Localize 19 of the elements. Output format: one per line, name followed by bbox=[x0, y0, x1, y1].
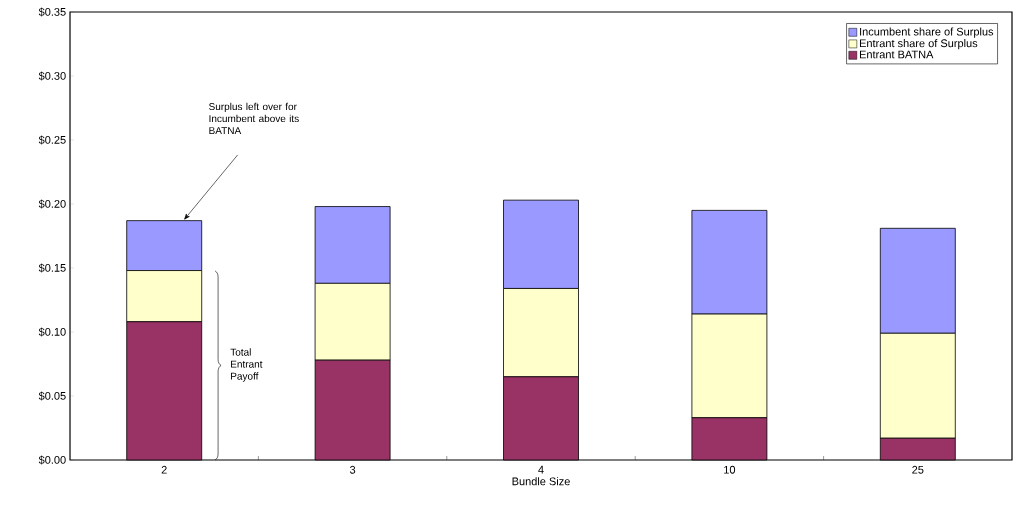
y-tick-label: $0.30 bbox=[38, 71, 66, 81]
legend-label: Entrant BATNA bbox=[859, 50, 934, 59]
y-tick-label: $0.35 bbox=[38, 7, 66, 17]
y-tick-label: $0.05 bbox=[38, 391, 66, 401]
legend-label: Incumbent share of Surplus bbox=[860, 27, 994, 38]
x-tick-label: 25 bbox=[912, 465, 924, 474]
annotation: Surplus left over for Incumbent above its BATNA bbox=[209, 102, 299, 135]
x-tick-label: 3 bbox=[349, 465, 356, 474]
x-axis-title: Bundle Size bbox=[512, 477, 570, 486]
x-tick-label: 10 bbox=[724, 465, 736, 474]
annotation: Total Entrant Payoff bbox=[230, 348, 263, 382]
y-tick-label: $0.20 bbox=[38, 199, 66, 209]
legend-label: Entrant share of Surplus bbox=[859, 39, 978, 50]
y-tick-label: $0.00 bbox=[38, 455, 66, 465]
y-tick-label: $0.15 bbox=[38, 263, 66, 273]
y-tick-label: $0.10 bbox=[38, 327, 66, 337]
y-tick-label: $0.25 bbox=[38, 135, 66, 145]
x-tick-label: 2 bbox=[161, 465, 167, 474]
x-tick-label: 4 bbox=[538, 465, 544, 474]
